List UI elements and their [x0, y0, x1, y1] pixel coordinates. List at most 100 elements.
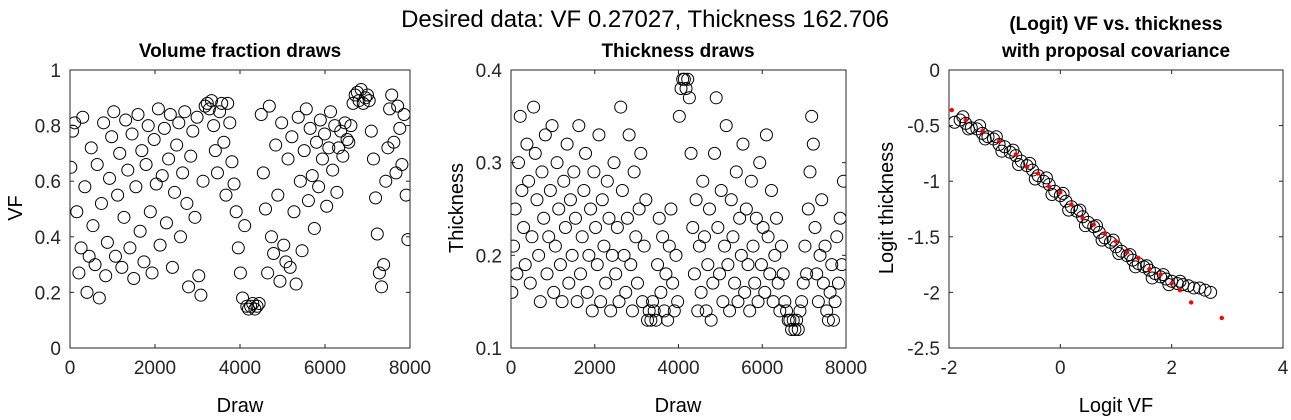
y-tick-label: 0.6 [35, 172, 61, 193]
data-point [687, 267, 701, 281]
data-point [656, 230, 670, 244]
data-point [761, 230, 775, 244]
data-point [119, 113, 133, 127]
markers [511, 72, 846, 336]
data-point [646, 295, 660, 309]
y-tick-label: 0.8 [35, 117, 61, 138]
data-point [221, 96, 235, 110]
y-axis-label: Thickness [446, 163, 468, 253]
data-point [310, 135, 323, 149]
data-point [609, 267, 623, 281]
data-point [630, 276, 644, 290]
data-point [1198, 283, 1212, 297]
data-point [217, 135, 231, 149]
data-point [562, 276, 576, 290]
data-point [202, 102, 216, 116]
data-point [818, 239, 832, 253]
data-point [74, 241, 88, 255]
data-point [369, 191, 383, 205]
chart-vf-draws: Volume fraction draws Draw VF 0 2000 4000 6… [5, 41, 431, 417]
data-point [1106, 233, 1120, 247]
data-point [385, 88, 399, 102]
data-point [111, 188, 125, 202]
data-point [94, 196, 108, 210]
data-point [644, 313, 658, 327]
data-point [153, 238, 167, 252]
data-point [1140, 259, 1154, 273]
data-point [1090, 219, 1104, 233]
data-point [572, 119, 586, 133]
data-point [813, 248, 827, 262]
data-point [301, 194, 315, 208]
data-point [346, 96, 360, 110]
data-point [1169, 281, 1174, 286]
data-point [580, 285, 594, 299]
x-tick-label: 6000 [741, 358, 783, 379]
data-point [659, 267, 673, 281]
data-point [775, 239, 789, 253]
data-point [600, 174, 614, 188]
x-tick-label: 0 [65, 358, 76, 379]
data-point [151, 102, 165, 116]
data-point [619, 285, 633, 299]
data-point [743, 304, 757, 318]
data-point [303, 121, 317, 135]
data-point [125, 127, 139, 141]
data-point [131, 107, 145, 121]
data-point [557, 174, 571, 188]
data-point [704, 313, 718, 327]
data-point [318, 127, 332, 141]
data-point [108, 249, 122, 263]
data-point [1012, 158, 1026, 172]
data-point [1023, 156, 1037, 170]
data-point [1204, 285, 1218, 299]
data-point [686, 221, 700, 235]
data-point [768, 248, 782, 262]
data-point [533, 295, 547, 309]
data-point [391, 99, 405, 113]
data-point [84, 141, 98, 155]
data-point [575, 230, 589, 244]
data-point [342, 135, 356, 149]
data-point [307, 221, 321, 235]
data-point [383, 102, 397, 116]
x-axis-label: Draw [655, 395, 702, 417]
data-point [791, 322, 805, 336]
data-point [338, 116, 352, 130]
data-point [267, 246, 281, 260]
y-tick-label: 0.3 [476, 154, 502, 175]
data-point [811, 295, 825, 309]
data-point [1128, 260, 1142, 274]
data-point [995, 144, 1009, 158]
data-point [759, 128, 773, 142]
data-point [597, 239, 611, 253]
data-point [238, 219, 252, 233]
data-point [637, 239, 651, 253]
data-point [76, 110, 90, 124]
y-tick-label: 0.2 [35, 283, 61, 304]
data-point [992, 138, 1006, 152]
data-point [259, 202, 272, 216]
data-point [145, 266, 159, 280]
data-point [682, 91, 696, 105]
data-point [749, 211, 763, 225]
data-point [361, 88, 374, 102]
data-point [99, 269, 113, 283]
data-point [537, 211, 551, 225]
data-point [647, 304, 661, 318]
data-point [1047, 184, 1052, 189]
data-point [563, 193, 577, 207]
data-point [229, 205, 243, 219]
data-point [790, 313, 804, 327]
data-point [127, 272, 141, 285]
data-point [103, 171, 117, 185]
data-point [527, 100, 541, 114]
data-point [980, 128, 985, 134]
data-point [662, 239, 676, 253]
data-point [372, 266, 386, 280]
data-point [815, 193, 829, 207]
data-point [133, 224, 147, 238]
data-point [147, 133, 161, 146]
data-point [370, 227, 384, 241]
axes-box [69, 69, 411, 349]
